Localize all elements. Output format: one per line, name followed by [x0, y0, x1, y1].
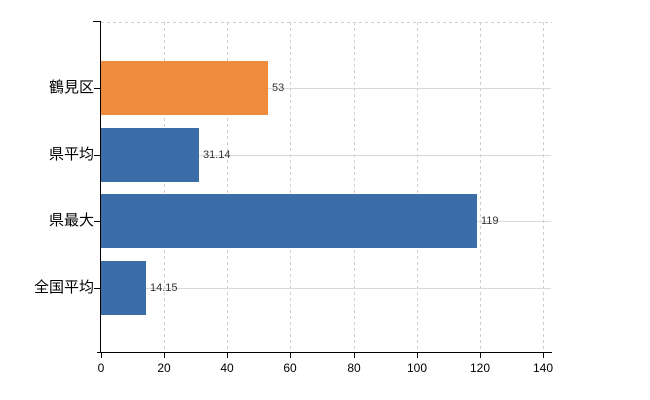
y-axis-line — [100, 21, 101, 353]
y-axis-label-1: 県平均 — [48, 146, 94, 163]
gridline-x-60 — [290, 22, 291, 352]
bar-value-label-2: 119 — [481, 215, 499, 227]
x-tick-label-140: 140 — [532, 361, 554, 375]
x-tick-label-20: 20 — [157, 361, 171, 375]
x-tick-label-80: 80 — [347, 361, 361, 375]
gridline-top — [101, 22, 552, 23]
x-tick-label-120: 120 — [469, 361, 491, 375]
y-tick-1 — [94, 155, 100, 156]
x-tick-label-40: 40 — [220, 361, 234, 375]
x-tick-80 — [354, 353, 355, 358]
gridline-category-1 — [101, 155, 551, 156]
y-tick-3 — [94, 288, 100, 289]
y-tick-2 — [94, 221, 100, 222]
x-tick-100 — [417, 353, 418, 358]
y-axis-top-tick — [93, 21, 100, 22]
x-tick-40 — [227, 353, 228, 358]
gridline-x-80 — [354, 22, 355, 352]
bar-value-label-1: 31.14 — [203, 149, 231, 161]
y-axis-label-2: 県最大 — [48, 212, 94, 229]
x-tick-label-0: 0 — [97, 361, 105, 375]
gridline-x-120 — [480, 22, 481, 352]
y-axis-label-0: 鶴見区 — [48, 79, 94, 96]
gridline-x-40 — [227, 22, 228, 352]
gridline-category-0 — [101, 88, 551, 89]
bar-全国平均 — [101, 261, 146, 315]
y-axis-label-3: 全国平均 — [33, 279, 94, 296]
x-tick-120 — [480, 353, 481, 358]
bar-鶴見区 — [101, 61, 268, 115]
y-tick-0 — [94, 88, 100, 89]
gridline-x-20 — [164, 22, 165, 352]
bar-value-label-3: 14.15 — [150, 282, 178, 294]
x-tick-label-100: 100 — [406, 361, 428, 375]
bar-県平均 — [101, 128, 199, 182]
gridline-x-100 — [417, 22, 418, 352]
x-axis-line — [97, 352, 552, 353]
bar-県最大 — [101, 194, 477, 248]
bar-value-label-0: 53 — [272, 82, 285, 94]
x-tick-60 — [290, 353, 291, 358]
gridline-x-140 — [543, 22, 544, 352]
x-tick-0 — [101, 353, 102, 358]
x-tick-140 — [543, 353, 544, 358]
x-tick-20 — [164, 353, 165, 358]
gridline-category-3 — [101, 288, 551, 289]
x-tick-label-60: 60 — [283, 361, 297, 375]
